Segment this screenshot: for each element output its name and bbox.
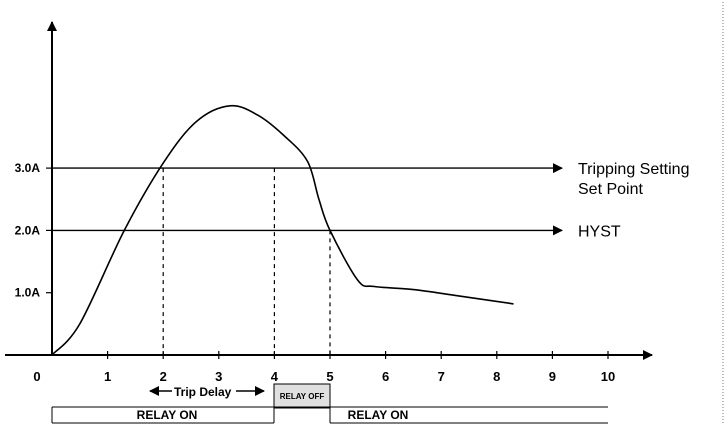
relay-off-label: RELAY OFF [280,392,325,401]
x-tick-label-4: 4 [271,369,279,384]
x-tick-label-9: 9 [549,369,556,384]
trip-delay-label: Trip Delay [174,385,232,399]
relay-on-right-label: RELAY ON [348,408,409,422]
current-curve [51,104,514,356]
relay-off-box [273,383,331,409]
x-tick-label-7: 7 [438,369,445,384]
x-tick-label-8: 8 [493,369,500,384]
x-tick-label-10: 10 [601,369,615,384]
x-tick-label-2: 2 [160,369,167,384]
x-tick-label-3: 3 [215,369,222,384]
threshold-label-hyst: HYST [578,223,621,240]
x-tick-label-5: 5 [326,369,333,384]
y-tick-label-1.0A: 1.0A [15,286,41,300]
y-tick-label-3.0A: 3.0A [15,161,41,175]
threshold-label-tripping-2: Set Point [578,181,643,198]
threshold-label-tripping: Tripping Setting [578,161,689,178]
x-tick-label-0: 0 [33,369,40,384]
x-tick-label-1: 1 [104,369,111,384]
y-tick-label-2.0A: 2.0A [15,223,41,237]
x-tick-label-6: 6 [382,369,389,384]
relay-on-left-label: RELAY ON [137,408,198,422]
